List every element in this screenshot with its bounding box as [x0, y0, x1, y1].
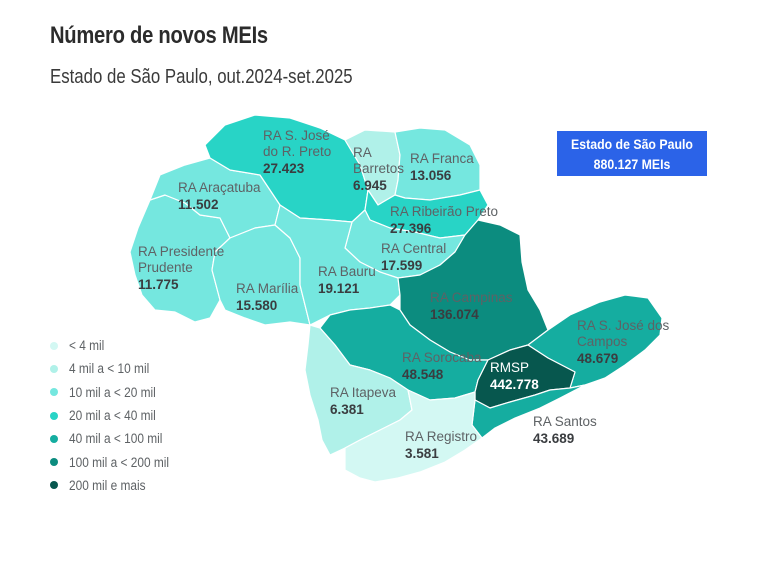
state-total-value: 880.127 MEIs: [593, 156, 671, 172]
region-label: RA Marília 15.580: [236, 281, 299, 313]
region-value: 3.581: [405, 446, 439, 461]
legend-swatch: [50, 481, 58, 490]
region-name: RA Registro: [405, 429, 477, 444]
legend-swatch: [50, 388, 58, 397]
region-bauru[interactable]: [274, 204, 401, 326]
legend-item: 200 mil e mais: [50, 474, 183, 497]
legend: < 4 mil 4 mil a < 10 mil 10 mil a < 20 mil…: [50, 334, 183, 497]
region-name: Prudente: [138, 260, 193, 275]
region-value: 136.074: [430, 307, 479, 322]
legend-label: 100 mil a < 200 mil: [69, 454, 170, 470]
region-label: RA Araçatuba 11.502: [178, 180, 261, 212]
legend-swatch: [50, 341, 58, 350]
region-value: 48.548: [402, 367, 444, 382]
region-name: Barretos: [353, 161, 404, 176]
region-label: RA Sorocaba 48.548: [402, 350, 482, 382]
region-name: RMSP: [490, 360, 529, 375]
region-name: RA Santos: [533, 414, 597, 429]
legend-label: 200 mil e mais: [69, 477, 146, 493]
legend-swatch: [50, 434, 58, 443]
region-name: RA Sorocaba: [402, 350, 482, 365]
legend-swatch: [50, 364, 58, 373]
region-label: RA Central 17.599: [381, 241, 446, 273]
legend-item: 100 mil a < 200 mil: [50, 450, 183, 473]
region-name: Campos: [577, 334, 628, 349]
region-label: RA Presidente Prudente 11.775: [138, 244, 224, 292]
legend-label: 40 mil a < 100 mil: [69, 431, 163, 447]
region-label: RA Franca 13.056: [410, 151, 474, 183]
region-name: RA Araçatuba: [178, 180, 261, 195]
legend-swatch: [50, 458, 58, 467]
region-value: 27.423: [263, 161, 305, 176]
state-total-box: Estado de São Paulo 880.127 MEIs: [557, 131, 707, 176]
legend-label: 20 mil a < 40 mil: [69, 408, 156, 424]
region-label: RA Campinas 136.074: [430, 290, 513, 322]
region-labels: RA S. José do R. Preto 27.423 RA Barretos 6.9…: [138, 128, 670, 461]
legend-swatch: [50, 411, 58, 420]
region-name: RA Marília: [236, 281, 299, 296]
legend-item: < 4 mil: [50, 334, 183, 357]
region-value: 19.121: [318, 281, 360, 296]
region-name: RA: [353, 145, 372, 160]
legend-item: 4 mil a < 10 mil: [50, 357, 183, 380]
state-total-label: Estado de São Paulo: [571, 136, 693, 152]
map-subtitle: Estado de São Paulo, out.2024-set.2025: [50, 66, 353, 88]
region-name: RA Presidente: [138, 244, 224, 259]
region-label: RA Bauru 19.121: [318, 264, 376, 296]
legend-item: 10 mil a < 20 mil: [50, 381, 183, 404]
region-label: RA Santos 43.689: [533, 414, 597, 446]
region-name: RA Bauru: [318, 264, 376, 279]
region-label: RA S. José dos Campos 48.679: [577, 318, 670, 366]
region-santos[interactable]: [471, 384, 586, 439]
region-name: RA Itapeva: [330, 385, 397, 400]
region-value: 6.381: [330, 402, 364, 417]
region-value: 15.580: [236, 298, 277, 313]
legend-item: 20 mil a < 40 mil: [50, 404, 183, 427]
region-registro[interactable]: [344, 389, 483, 483]
region-label: RA Itapeva 6.381: [330, 385, 397, 417]
region-label: RMSP 442.778: [490, 360, 539, 392]
legend-label: < 4 mil: [69, 338, 105, 354]
region-value: 11.775: [138, 277, 179, 292]
legend-label: 4 mil a < 10 mil: [69, 361, 150, 377]
region-value: 48.679: [577, 351, 618, 366]
region-label: RA S. José do R. Preto 27.423: [263, 128, 331, 176]
region-name: RA Ribeirão Preto: [390, 204, 498, 219]
region-label: RA Barretos 6.945: [353, 145, 404, 193]
region-name: do R. Preto: [263, 144, 331, 159]
region-value: 27.396: [390, 221, 432, 236]
region-name: RA Campinas: [430, 290, 513, 305]
region-name: RA S. José: [263, 128, 330, 143]
region-name: RA Central: [381, 241, 446, 256]
legend-item: 40 mil a < 100 mil: [50, 427, 183, 450]
region-value: 13.056: [410, 168, 452, 183]
region-value: 442.778: [490, 377, 539, 392]
region-label: RA Ribeirão Preto 27.396: [390, 204, 498, 236]
region-name: RA S. José dos: [577, 318, 670, 333]
region-value: 17.599: [381, 258, 422, 273]
legend-label: 10 mil a < 20 mil: [69, 384, 156, 400]
map-title: Número de novos MEIs: [50, 22, 268, 49]
region-name: RA Franca: [410, 151, 474, 166]
region-value: 11.502: [178, 197, 219, 212]
region-value: 43.689: [533, 431, 574, 446]
region-value: 6.945: [353, 178, 387, 193]
region-label: RA Registro 3.581: [405, 429, 477, 461]
